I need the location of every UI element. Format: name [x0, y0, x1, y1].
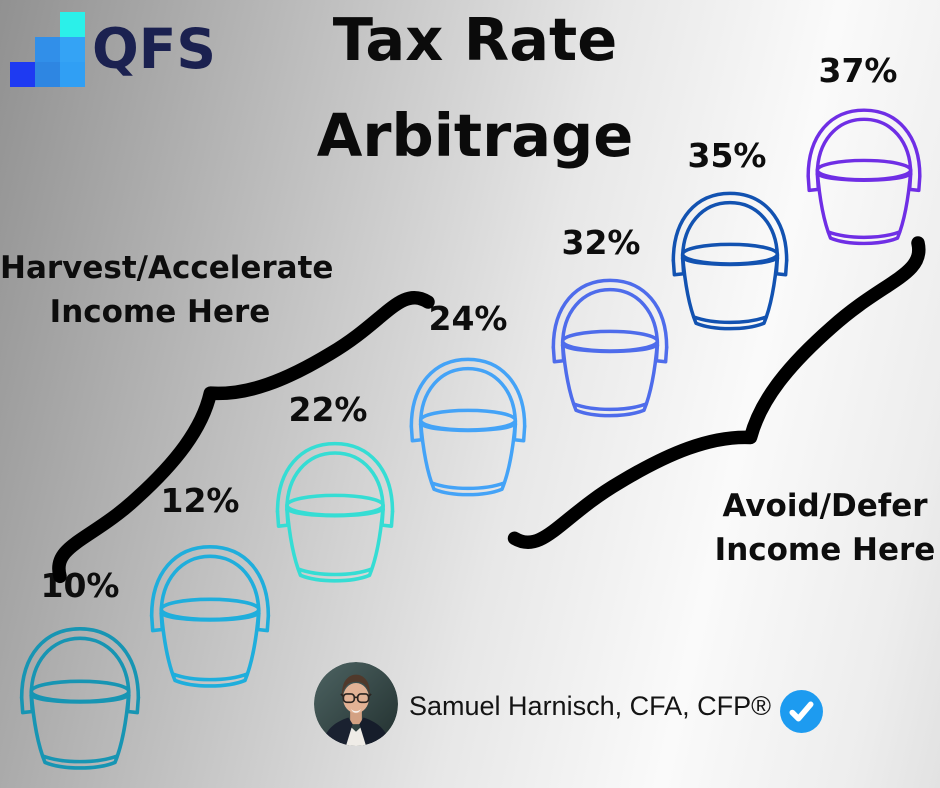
- rate-label-35: 35%: [687, 136, 767, 175]
- logo-square: [35, 37, 60, 62]
- harvest-line-1: Harvest/Accelerate: [0, 250, 334, 286]
- bucket-35-percent: [662, 180, 798, 337]
- avoid-line-1: Avoid/Defer: [722, 488, 928, 524]
- title-line-2: Arbitrage: [316, 101, 634, 170]
- rate-label-24: 24%: [428, 299, 508, 338]
- rate-label-37: 37%: [818, 51, 898, 90]
- rate-label-10: 10%: [40, 566, 120, 605]
- rate-label-32: 32%: [561, 223, 641, 262]
- avoid-annotation: Avoid/Defer Income Here: [700, 484, 940, 572]
- page-title: Tax Rate Arbitrage: [240, 0, 710, 184]
- logo-square: [60, 37, 85, 62]
- title-line-1: Tax Rate: [332, 5, 618, 74]
- qfs-logo: QFS: [10, 12, 216, 87]
- logo-square: [60, 12, 85, 37]
- credit-name: Samuel Harnisch, CFA, CFP®: [409, 691, 771, 721]
- avatar: [314, 662, 398, 746]
- bucket-22-percent: [266, 430, 404, 589]
- logo-square: [10, 62, 35, 87]
- bucket-37-percent: [797, 97, 931, 251]
- harvest-line-2: Income Here: [49, 294, 271, 330]
- logo-square: [35, 62, 60, 87]
- harvest-annotation: Harvest/Accelerate Income Here: [0, 246, 334, 334]
- bucket-10-percent: [10, 615, 150, 776]
- bucket-32-percent: [542, 267, 678, 424]
- qfs-wordmark: QFS: [92, 17, 216, 81]
- bucket-24-percent: [400, 346, 536, 503]
- qfs-logo-grid: [10, 12, 85, 87]
- verified-badge-icon: [779, 689, 824, 734]
- rate-label-12: 12%: [160, 481, 240, 520]
- avoid-line-2: Income Here: [714, 532, 936, 568]
- logo-square: [60, 62, 85, 87]
- glasses-icon: [340, 693, 372, 704]
- bucket-12-percent: [140, 533, 280, 694]
- rate-label-22: 22%: [288, 390, 368, 429]
